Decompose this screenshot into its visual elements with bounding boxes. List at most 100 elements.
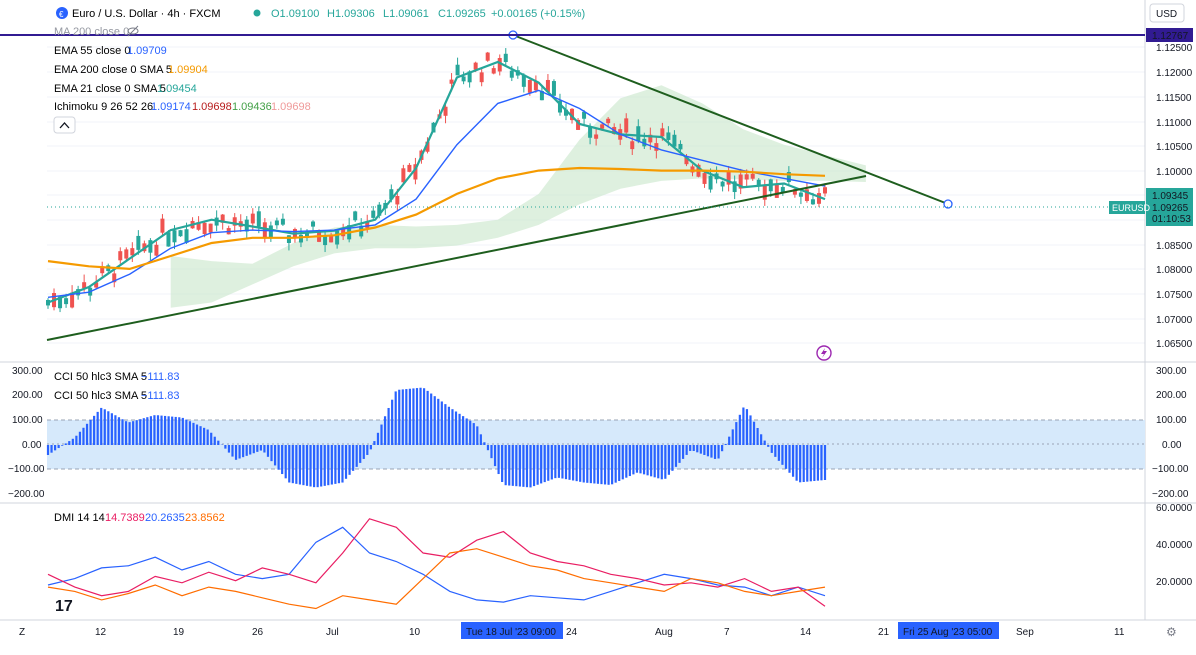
cci-legend-2[interactable]: CCI 50 hlc3 SMA 5 <box>54 390 147 402</box>
price-axis[interactable]: USD 1.12500 1.12000 1.11500 1.11000 1.10… <box>1109 3 1193 350</box>
cci-tick-left: 100.00 <box>12 415 43 426</box>
ema-price-badge-text: 1.09345 <box>1152 191 1189 202</box>
time-tick: 14 <box>800 627 812 638</box>
ichimoku-cloud-area <box>170 85 866 308</box>
time-tick: 11 <box>1114 627 1125 638</box>
candle-body <box>792 189 797 195</box>
candle-body <box>539 91 544 101</box>
ema200-legend[interactable]: EMA 200 close 0 SMA 5 <box>54 64 172 76</box>
last-price-badge <box>1146 200 1193 226</box>
candle-body <box>154 244 159 256</box>
candle-body <box>600 124 605 129</box>
collapse-legend-button[interactable] <box>53 116 76 134</box>
ema55-line <box>47 89 826 298</box>
market-status-icon <box>253 9 261 17</box>
symbol-tag-text: EURUSD <box>1112 203 1151 213</box>
cci-legend[interactable]: CCI 50 hlc3 SMA 5 <box>54 371 147 383</box>
ascending-trendline[interactable] <box>46 175 867 341</box>
candle-body <box>473 62 478 70</box>
dmi-value-2: 20.2635 <box>145 512 185 524</box>
cci-tick-right: −200.00 <box>1152 489 1189 500</box>
price-tick: 1.08500 <box>1156 241 1193 252</box>
tradingview-logo[interactable]: 17 <box>55 598 73 615</box>
candle-body <box>762 185 767 200</box>
time-tick: Jul <box>326 627 339 638</box>
candle-body <box>449 79 454 84</box>
ohlc-close: C1.09265 <box>438 8 486 20</box>
zoom-button[interactable]: Z <box>19 627 25 638</box>
candle-body <box>280 218 285 225</box>
candle-body <box>371 210 376 218</box>
time-tick: Sep <box>1016 627 1034 638</box>
hidden-eye-icon[interactable] <box>127 25 139 37</box>
candle-body <box>118 251 123 261</box>
cci-histogram <box>46 387 827 488</box>
candle-body <box>660 128 665 137</box>
dmi-axis[interactable]: 60.0000 40.0000 20.0000 <box>1156 503 1193 588</box>
end-time-text: Fri 25 Aug '23 05:00 <box>903 627 993 638</box>
cci-tick-left: 0.00 <box>22 440 42 451</box>
lightning-icon[interactable] <box>816 345 832 361</box>
price-tick: 1.07000 <box>1156 315 1193 326</box>
candle-body <box>100 266 105 274</box>
gear-icon[interactable]: ⚙ <box>1166 625 1177 639</box>
time-tick: 26 <box>252 627 264 638</box>
trendline-handle[interactable] <box>943 199 953 209</box>
symbol-title[interactable]: Euro / U.S. Dollar · 4h · FXCM <box>72 8 221 20</box>
cci-tick-right: 200.00 <box>1156 390 1187 401</box>
candle-body <box>690 166 695 173</box>
currency-label: USD <box>1156 9 1177 20</box>
candle-body <box>756 179 761 186</box>
candle-body <box>425 141 430 152</box>
ichimoku-value-2: 1.09698 <box>192 101 232 113</box>
ema21-legend[interactable]: EMA 21 close 0 SMA 5 <box>54 83 166 95</box>
candle-body <box>220 214 225 223</box>
candle-body <box>551 81 556 96</box>
cci-tick-left: 300.00 <box>12 366 43 377</box>
price-tick: 1.07500 <box>1156 290 1193 301</box>
ohlc-change: +0.00165 (+0.15%) <box>491 8 585 20</box>
candle-body <box>353 211 358 221</box>
candle-body <box>810 199 815 205</box>
descending-trendline[interactable] <box>512 34 949 205</box>
ma200-legend[interactable]: MA 200 close 0 <box>54 26 129 38</box>
candle-body <box>395 195 400 205</box>
candle-body <box>654 143 659 151</box>
candle-body <box>594 134 599 139</box>
cci-tick-right: −100.00 <box>1152 464 1189 475</box>
candle-body <box>46 299 50 306</box>
candle-body <box>148 240 153 253</box>
candle-body <box>202 222 207 235</box>
dmi-lines <box>47 518 826 610</box>
ohlc-open: O1.09100 <box>271 8 319 20</box>
candle-body <box>58 296 63 309</box>
ema55-legend[interactable]: EMA 55 close 0 <box>54 45 130 57</box>
candle-body <box>323 235 328 246</box>
currency-selector[interactable]: USD <box>1149 3 1185 23</box>
time-tick: 21 <box>878 627 890 638</box>
ema-lines <box>47 60 826 304</box>
candle-body <box>485 52 490 61</box>
chevron-up-icon <box>59 122 70 129</box>
high-price-badge <box>1146 28 1193 42</box>
price-tick: 1.11500 <box>1156 93 1192 104</box>
candle-body <box>311 221 316 227</box>
crosshair-time-text: Tue 18 Jul '23 09:00 <box>466 627 556 638</box>
candle-body <box>678 143 683 150</box>
ichimoku-cloud <box>170 85 866 308</box>
cci-right-axis[interactable]: 300.00 200.00 100.00 0.00 −100.00 −200.0… <box>1152 366 1189 500</box>
candle-body <box>491 68 496 74</box>
candle-body <box>774 184 779 198</box>
candle-body <box>557 100 562 113</box>
candle-body <box>545 79 550 93</box>
candle-body <box>401 168 406 183</box>
ema-price-badge <box>1146 188 1193 202</box>
candle-body <box>527 80 532 93</box>
ichimoku-legend[interactable]: Ichimoku 9 26 52 26 <box>54 101 153 113</box>
price-tick: 1.08000 <box>1156 265 1193 276</box>
time-axis[interactable]: Z 12 19 26 Jul 10 24 Aug 7 14 21 Sep 11 … <box>19 622 1177 639</box>
dmi-legend[interactable]: DMI 14 14 <box>54 512 105 524</box>
candle-body <box>268 225 273 239</box>
